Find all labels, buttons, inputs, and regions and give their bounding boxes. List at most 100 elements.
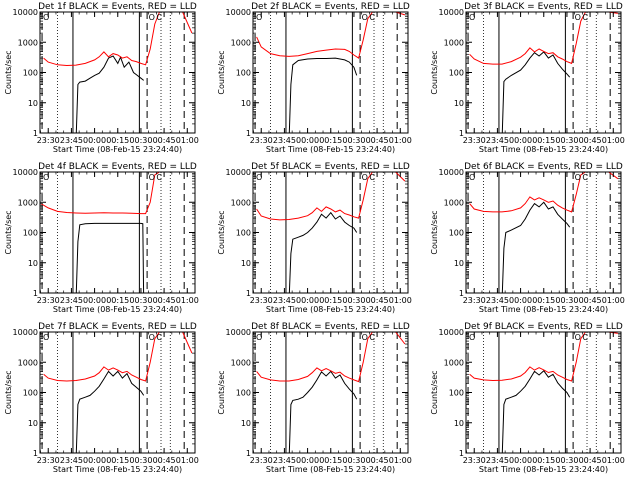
state-mark: O bbox=[256, 173, 262, 182]
y-tick-label: 1 bbox=[33, 289, 38, 298]
x-tick-label: 01:00 bbox=[602, 456, 625, 465]
y-tick-label: 10000 bbox=[226, 8, 251, 17]
state-mark: C bbox=[156, 173, 162, 182]
y-tick-label: 1000 bbox=[18, 198, 38, 207]
x-tick-label: 00:15 bbox=[106, 136, 129, 145]
plot-frame bbox=[252, 11, 409, 134]
x-axis-label: Start Time (08-Feb-15 23:24:40) bbox=[53, 465, 182, 474]
x-tick-label: 01:00 bbox=[176, 296, 199, 305]
y-tick-label: 10 bbox=[241, 419, 251, 428]
y-tick-label: 10000 bbox=[226, 328, 251, 337]
x-tick-label: 00:45 bbox=[153, 456, 176, 465]
y-tick-label: 1 bbox=[33, 129, 38, 138]
x-tick-label: 00:00 bbox=[296, 296, 319, 305]
events-series bbox=[288, 57, 358, 133]
lld-series bbox=[469, 172, 619, 213]
state-mark: C bbox=[369, 13, 375, 22]
plot-frame bbox=[465, 331, 622, 454]
y-tick-label: 1000 bbox=[18, 38, 38, 47]
y-tick-label: 10 bbox=[454, 99, 464, 108]
y-tick-label: 1 bbox=[459, 289, 464, 298]
plot-frame bbox=[39, 171, 196, 294]
panel-4: Det 4f BLACK = Events, RED = LLD 1 10 100 10… bbox=[4, 162, 199, 314]
y-tick-label: 1 bbox=[459, 449, 464, 458]
x-tick-label: 00:15 bbox=[319, 136, 342, 145]
x-tick-label: 00:30 bbox=[129, 136, 152, 145]
panel-6: Det 6f BLACK = Events, RED = LLD 1 10 100 10… bbox=[430, 162, 625, 314]
y-tick-label: 1 bbox=[459, 129, 464, 138]
y-tick-label: 10 bbox=[454, 259, 464, 268]
panel-9: Det 9f BLACK = Events, RED = LLD 1 10 100 10… bbox=[430, 322, 625, 474]
x-axis-label: Start Time (08-Feb-15 23:24:40) bbox=[479, 305, 608, 314]
x-tick-label: 23:30 bbox=[250, 136, 273, 145]
x-tick-label: 01:00 bbox=[389, 296, 412, 305]
x-tick-label: 00:45 bbox=[366, 136, 389, 145]
y-tick-label: 1000 bbox=[231, 358, 251, 367]
y-axis-label: Counts/sec bbox=[4, 50, 13, 94]
y-tick-label: 10000 bbox=[13, 168, 38, 177]
y-tick-label: 10 bbox=[241, 259, 251, 268]
panel-title: Det 1f BLACK = Events, RED = LLD bbox=[38, 2, 197, 12]
x-tick-label: 00:30 bbox=[555, 136, 578, 145]
y-tick-label: 1 bbox=[246, 289, 251, 298]
x-tick-label: 23:30 bbox=[463, 296, 486, 305]
x-tick-label: 00:45 bbox=[153, 296, 176, 305]
x-tick-label: 00:15 bbox=[106, 296, 129, 305]
x-tick-label: 23:45 bbox=[60, 296, 83, 305]
state-mark: C bbox=[369, 333, 375, 342]
x-tick-label: 00:30 bbox=[342, 136, 365, 145]
x-axis-label: Start Time (08-Feb-15 23:24:40) bbox=[266, 305, 395, 314]
state-mark: O bbox=[43, 333, 49, 342]
x-axis-label: Start Time (08-Feb-15 23:24:40) bbox=[479, 145, 608, 154]
y-tick-label: 1000 bbox=[18, 358, 38, 367]
y-tick-label: 100 bbox=[236, 389, 251, 398]
x-tick-label: 23:30 bbox=[250, 296, 273, 305]
state-mark: O bbox=[362, 333, 368, 342]
panel-title: Det 2f BLACK = Events, RED = LLD bbox=[251, 2, 410, 12]
x-tick-label: 00:00 bbox=[509, 456, 532, 465]
x-tick-label: 00:30 bbox=[342, 296, 365, 305]
x-tick-label: 00:45 bbox=[153, 136, 176, 145]
y-tick-label: 10000 bbox=[439, 168, 464, 177]
x-tick-label: 00:15 bbox=[532, 136, 555, 145]
state-mark: C bbox=[369, 173, 375, 182]
lld-series bbox=[43, 332, 193, 382]
x-tick-label: 01:00 bbox=[176, 456, 199, 465]
x-tick-label: 00:00 bbox=[296, 136, 319, 145]
x-tick-label: 23:45 bbox=[273, 296, 296, 305]
y-tick-label: 10000 bbox=[439, 328, 464, 337]
x-tick-label: 23:30 bbox=[463, 456, 486, 465]
panel-title: Det 5f BLACK = Events, RED = LLD bbox=[251, 162, 410, 172]
x-tick-label: 00:45 bbox=[579, 136, 602, 145]
state-mark: C bbox=[582, 13, 588, 22]
y-tick-label: 100 bbox=[23, 69, 38, 78]
x-tick-label: 00:30 bbox=[129, 296, 152, 305]
x-tick-label: 01:00 bbox=[602, 136, 625, 145]
panel-7: Det 7f BLACK = Events, RED = LLD 1 10 100 10… bbox=[4, 322, 199, 474]
state-mark: O bbox=[256, 13, 262, 22]
x-tick-label: 00:00 bbox=[83, 296, 106, 305]
x-axis-label: Start Time (08-Feb-15 23:24:40) bbox=[53, 305, 182, 314]
panel-title: Det 9f BLACK = Events, RED = LLD bbox=[464, 322, 623, 332]
y-tick-label: 100 bbox=[236, 229, 251, 238]
state-mark: C bbox=[156, 13, 162, 22]
x-tick-label: 00:45 bbox=[366, 296, 389, 305]
y-tick-label: 100 bbox=[236, 69, 251, 78]
state-mark: C bbox=[582, 173, 588, 182]
events-series bbox=[75, 55, 145, 133]
state-mark: O bbox=[575, 333, 581, 342]
x-tick-label: 00:15 bbox=[106, 456, 129, 465]
x-tick-label: 00:30 bbox=[129, 456, 152, 465]
panel-2: Det 2f BLACK = Events, RED = LLD 1 10 100 10… bbox=[217, 2, 412, 154]
state-mark: C bbox=[582, 333, 588, 342]
lld-series bbox=[469, 12, 618, 65]
y-tick-label: 1 bbox=[246, 129, 251, 138]
lld-series bbox=[256, 12, 406, 59]
y-tick-label: 100 bbox=[449, 229, 464, 238]
y-tick-label: 10000 bbox=[13, 328, 38, 337]
lld-series bbox=[469, 332, 618, 382]
x-tick-label: 00:30 bbox=[342, 456, 365, 465]
y-tick-label: 1 bbox=[246, 449, 251, 458]
y-tick-label: 1000 bbox=[444, 358, 464, 367]
